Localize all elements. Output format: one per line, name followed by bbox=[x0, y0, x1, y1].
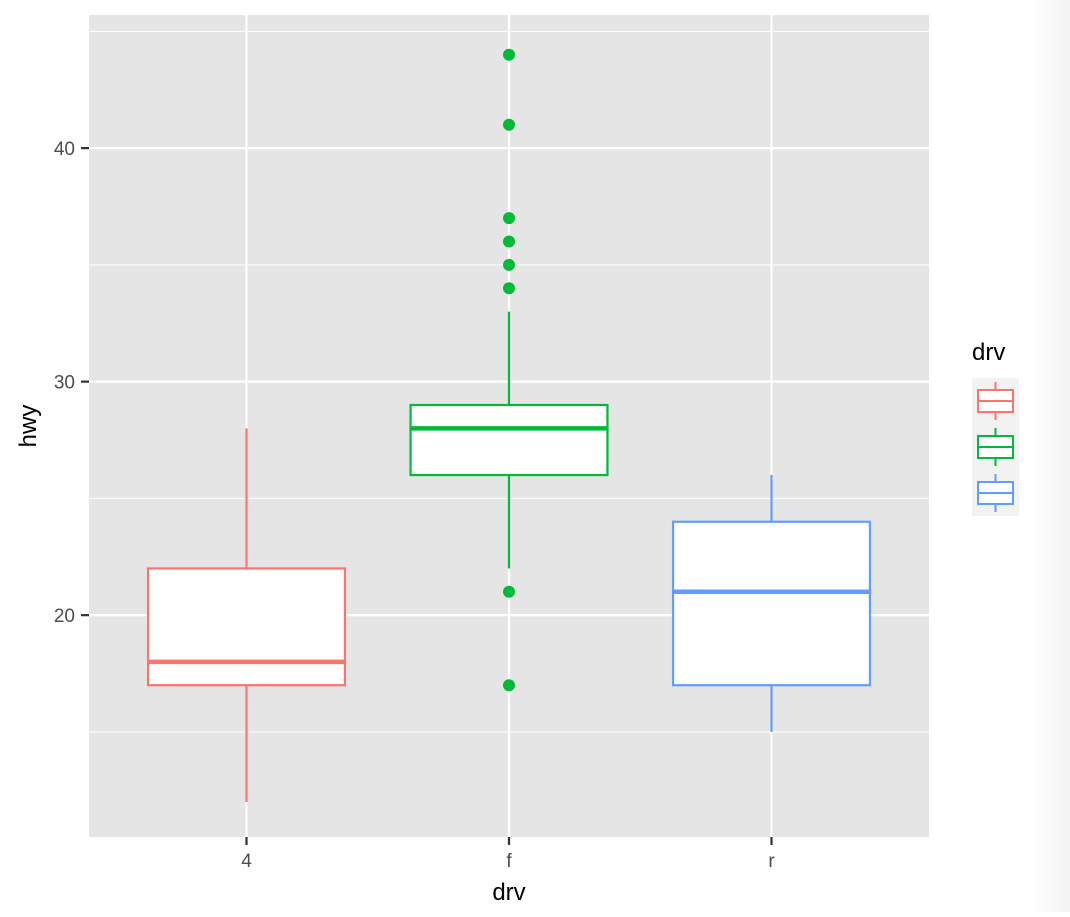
x-axis-title: drv bbox=[492, 879, 525, 906]
y-tick-label: 40 bbox=[54, 139, 75, 160]
x-tick-label: f bbox=[506, 851, 512, 872]
box-r bbox=[671, 475, 872, 732]
legend-key-f: f bbox=[972, 424, 1039, 470]
outlier-point bbox=[503, 679, 515, 692]
y-tick-label: 20 bbox=[54, 606, 75, 627]
window-edge-shade bbox=[1030, 0, 1070, 912]
outlier-point bbox=[503, 235, 515, 248]
y-axis-title: hwy bbox=[15, 405, 42, 448]
outlier-point bbox=[503, 48, 515, 61]
outlier-point bbox=[503, 585, 515, 598]
x-tick-label: r bbox=[768, 851, 775, 872]
y-tick-label: 30 bbox=[54, 373, 75, 394]
legend-title: drv bbox=[972, 339, 1005, 366]
box-iqr bbox=[409, 403, 609, 477]
box-iqr bbox=[146, 567, 347, 687]
box-4 bbox=[146, 428, 347, 802]
outlier-point bbox=[503, 212, 515, 225]
axes: 20 30 40 4 f r bbox=[54, 139, 775, 872]
box-iqr bbox=[671, 520, 872, 687]
boxes bbox=[146, 48, 872, 802]
outlier-point bbox=[503, 118, 515, 131]
outlier-point bbox=[503, 258, 515, 271]
x-tick-label: 4 bbox=[241, 851, 252, 872]
legend: drv 4fr bbox=[972, 339, 1044, 516]
outlier-point bbox=[503, 282, 515, 295]
box-f bbox=[409, 48, 609, 692]
